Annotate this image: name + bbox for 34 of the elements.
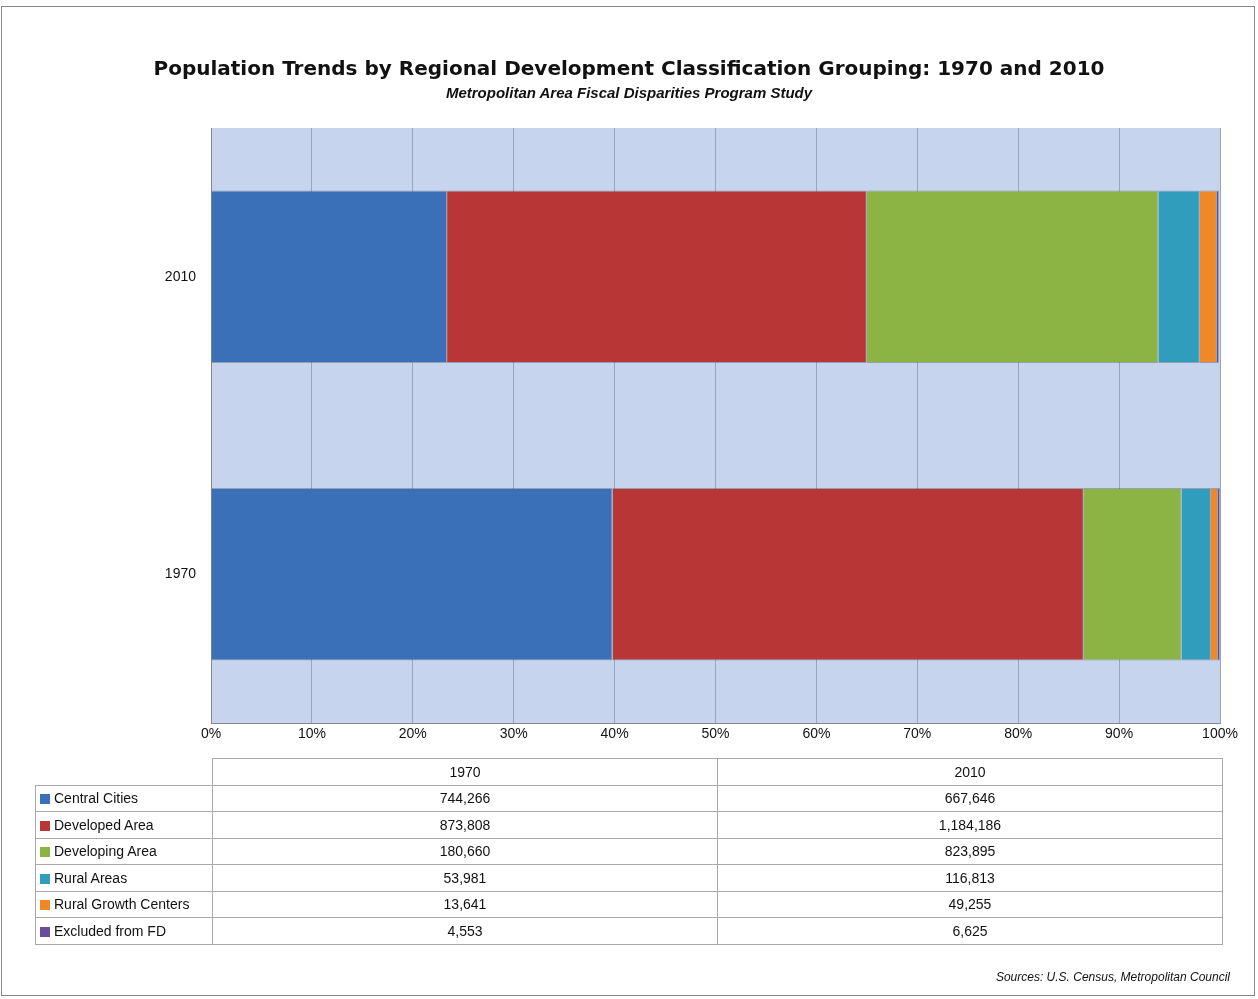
text: 49,255 bbox=[717, 891, 1223, 918]
text: 2010 bbox=[717, 758, 1223, 785]
x-tick-label: 10% bbox=[297, 725, 326, 742]
x-tick-label: 80% bbox=[1004, 725, 1033, 742]
text: 667,646 bbox=[717, 785, 1223, 812]
text: 4,553 bbox=[212, 917, 718, 944]
text: 1,184,186 bbox=[717, 811, 1223, 838]
text: 744,266 bbox=[212, 785, 718, 812]
legend-label: Rural Growth Centers bbox=[35, 891, 213, 918]
x-tick-label: 40% bbox=[600, 725, 629, 742]
x-tick-label: 90% bbox=[1105, 725, 1134, 742]
x-tick-label: 100% bbox=[1202, 725, 1238, 742]
legend-label: Developed Area bbox=[35, 811, 213, 838]
legend-label: Rural Areas bbox=[35, 864, 213, 891]
text: 116,813 bbox=[717, 864, 1223, 891]
legend-label: Excluded from FD bbox=[35, 917, 213, 944]
text: 13,641 bbox=[212, 891, 718, 918]
text: 823,895 bbox=[717, 838, 1223, 865]
legend-label: Developing Area bbox=[35, 838, 213, 865]
x-tick-label: 50% bbox=[701, 725, 730, 742]
legend-label: Central Cities bbox=[35, 785, 213, 812]
text: 180,660 bbox=[212, 838, 718, 865]
text: 873,808 bbox=[212, 811, 718, 838]
text: 6,625 bbox=[717, 917, 1223, 944]
x-tick-label: 70% bbox=[903, 725, 932, 742]
text: 1970 bbox=[212, 758, 718, 785]
chart-subtitle: Metropolitan Area Fiscal Disparities Program Study bbox=[444, 84, 814, 101]
x-tick-label: 30% bbox=[499, 725, 528, 742]
chart-title: Population Trends by Regional Development Classification Grouping: 1970 and 2010 bbox=[152, 56, 1106, 80]
x-tick-label: 20% bbox=[398, 725, 427, 742]
x-tick-label: 60% bbox=[802, 725, 831, 742]
source-note: Sources: U.S. Census, Metropolitan Council bbox=[995, 970, 1230, 984]
text: 53,981 bbox=[212, 864, 718, 891]
x-tick-label: 0% bbox=[200, 725, 222, 742]
